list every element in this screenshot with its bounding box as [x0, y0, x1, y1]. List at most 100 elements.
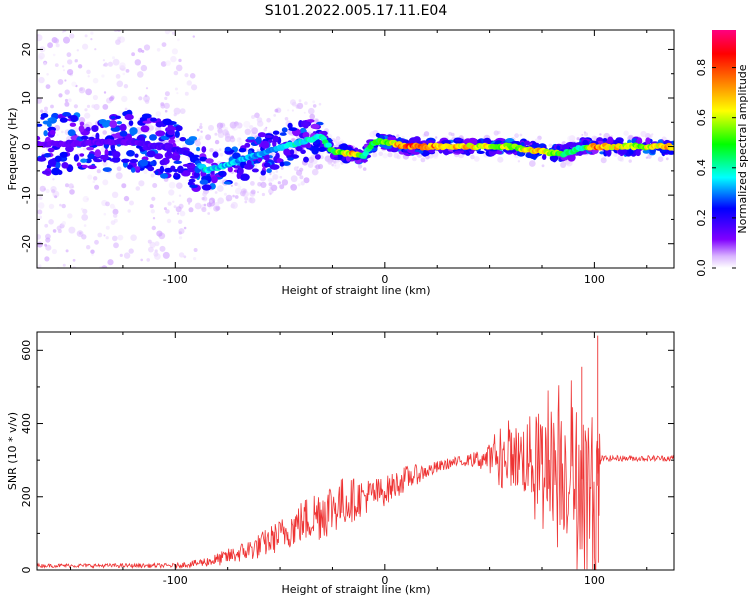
spectrogram-blob-1241	[134, 153, 139, 158]
spectrogram-ylabel: Frequency (Hz)	[6, 108, 19, 191]
spectrogram-speckle-770	[163, 207, 167, 211]
spectrogram-blob-1417	[454, 138, 464, 142]
spectrogram-speckle-532	[107, 259, 114, 266]
spectrogram-speckle-650	[617, 155, 624, 162]
spectrogram-blob-1766	[333, 156, 339, 161]
spectrogram-speckle-583	[244, 196, 249, 201]
spectrogram-blob-1410	[140, 125, 150, 133]
spectrogram-speckle-703	[244, 200, 248, 204]
spectrogram-speckle-676	[250, 181, 255, 186]
spectrogram-blob-1524	[149, 134, 157, 141]
spectrogram-speckle-752	[159, 245, 166, 252]
spectrogram-speckle-153	[179, 108, 186, 114]
spectrogram-speckle-64	[297, 183, 301, 187]
spectrogram-blob-1725	[155, 121, 164, 128]
spectrogram-blob-1744	[146, 150, 156, 158]
spectrogram-speckle-15	[44, 106, 48, 111]
spectrogram-blob-1628	[86, 146, 94, 151]
spectrogram-speckle-726	[254, 112, 260, 119]
figure-title: S101.2022.005.17.11.E04	[265, 3, 448, 19]
spectrogram-blob-1769	[47, 118, 53, 122]
spectrogram-speckle-490	[196, 128, 200, 132]
spectrogram-speckle-668	[102, 63, 106, 67]
spectrogram-speckle-434	[251, 146, 254, 149]
spectrogram-blob-1593	[288, 127, 298, 131]
spectrogram-speckle-432	[251, 127, 258, 135]
spectrogram-speckle-173	[295, 104, 300, 109]
spectrogram-speckle-358	[154, 241, 160, 247]
spectrogram-speckle-74	[308, 107, 315, 115]
spectrogram-blob-1091	[155, 130, 166, 137]
spectrogram-speckle-574	[97, 232, 103, 238]
spectrogram-speckle-447	[54, 63, 59, 67]
snr-axes: -100 0 100 0 200 400 600	[20, 332, 674, 587]
spectrogram-speckle-267	[84, 108, 88, 112]
spectrogram-blob-1401	[91, 125, 99, 132]
spectrogram-speckle-801	[191, 84, 198, 91]
spectrogram-speckle-769	[57, 79, 64, 85]
spectrogram-speckle-617	[119, 253, 123, 257]
spectrogram-blob-1036	[281, 127, 288, 133]
spectrogram-speckle-793	[215, 205, 221, 211]
spectrogram-blob-893	[239, 173, 250, 181]
spectrogram-speckle-257	[45, 188, 50, 194]
spectrogram-blob-1539	[261, 140, 270, 149]
spectrogram-blob-1641	[606, 148, 612, 157]
spectrogram-speckle-327	[560, 162, 567, 168]
snr-ytick-label-2: 400	[20, 413, 33, 434]
spectrogram-speckle-431	[173, 107, 181, 115]
spectrogram-blob-1675	[166, 129, 175, 136]
spectrogram-speckle-789	[387, 152, 393, 158]
spectrogram-speckle-162	[44, 256, 50, 262]
colorbar-tick-label-1: 0.2	[695, 209, 708, 227]
spectrogram-speckle-254	[50, 104, 54, 109]
spectrogram-speckle-847	[290, 184, 298, 191]
spectrogram-speckle-605	[68, 226, 76, 234]
spectrogram-speckle-427	[199, 122, 203, 126]
spectrogram-speckle-822	[333, 162, 341, 170]
spectrogram-blob-1583	[154, 153, 164, 160]
snr-xtick-label-2: 100	[584, 574, 605, 587]
spectrogram-speckle-298	[101, 265, 108, 268]
spectrogram-blob-1399	[37, 123, 43, 127]
spectrogram-speckle-842	[102, 59, 105, 62]
spectrogram-speckle-446	[317, 163, 324, 170]
spectrogram-blob-1263	[218, 171, 224, 176]
spectrogram-speckle-689	[517, 160, 521, 163]
spectrogram-blob-1199	[81, 164, 89, 169]
spectrogram-speckle-700	[628, 159, 632, 163]
spectrogram-blob-1442	[62, 112, 71, 117]
spectrogram-speckle-544	[184, 91, 189, 96]
spectrogram-speckle-780	[167, 201, 172, 206]
spectrogram-blob-1503	[205, 158, 214, 164]
spectrogram-speckle-273	[548, 143, 553, 148]
spectrogram-speckle-670	[269, 173, 272, 176]
spectrogram-ytick-label-3: 10	[20, 91, 33, 105]
spectrogram-speckle-256	[263, 128, 267, 132]
spectrogram-speckle-817	[76, 49, 80, 52]
spectrogram-blob-1572	[346, 155, 351, 162]
spectrogram-speckle-50	[303, 177, 310, 184]
spectrogram-speckle-25	[275, 170, 279, 173]
spectrogram-speckle-856	[216, 185, 224, 192]
spectrogram-speckle-679	[613, 152, 618, 157]
spectrogram-blob-1232	[476, 150, 485, 154]
spectrogram-blob-1084	[116, 121, 123, 125]
snr-ytick-label-3: 600	[20, 340, 33, 361]
spectrogram-speckle-863	[281, 179, 289, 186]
spectrogram-speckle-545	[175, 206, 182, 213]
spectrogram-blob-1573	[257, 157, 263, 162]
spectrogram-speckle-158	[147, 239, 152, 244]
spectrogram-blob-1393	[119, 123, 127, 132]
spectrogram-blob-1454	[40, 113, 49, 118]
spectrogram-speckle-240	[647, 154, 652, 159]
spectrogram-blob-1499	[182, 163, 193, 167]
spectrogram-speckle-487	[132, 24, 137, 29]
spectrogram-blob-1750	[246, 159, 252, 166]
spectrogram-speckle-419	[86, 245, 91, 250]
spectrogram-speckle-406	[279, 175, 283, 179]
spectrogram-speckle-590	[201, 197, 205, 201]
spectrogram-blob-1281	[110, 143, 115, 151]
spectrogram-blob-1336	[69, 122, 77, 127]
spectrogram-speckle-282	[123, 195, 130, 202]
